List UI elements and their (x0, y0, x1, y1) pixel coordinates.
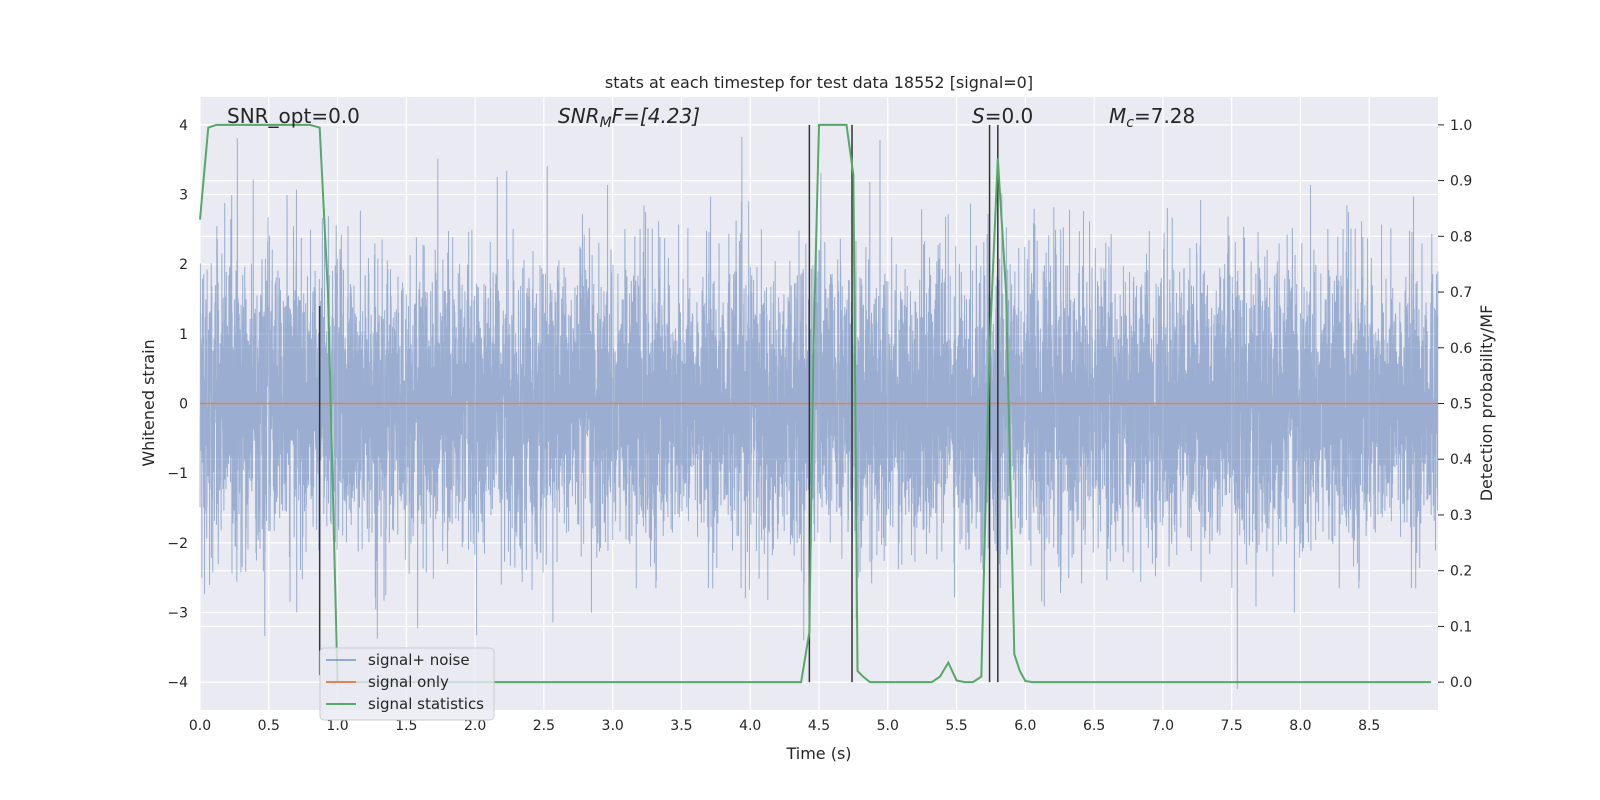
x-tick-label: 1.0 (326, 718, 348, 734)
series-signal-noise (199, 137, 1439, 690)
legend-label-signal-only: signal only (368, 673, 449, 691)
y2-tick-label: 0.8 (1450, 229, 1472, 245)
signal-statistics-line (199, 123, 1432, 684)
x-tick-label: 4.5 (808, 718, 830, 734)
x-tick-label: 6.0 (1014, 718, 1036, 734)
legend-label-signal-noise: signal+ noise (368, 651, 470, 669)
y2-tick-label: 0.6 (1450, 341, 1472, 357)
x-tick-label: 7.5 (1221, 718, 1243, 734)
annotation-s: S=0.0 (972, 104, 1033, 128)
y2-tick-label: 0.4 (1450, 452, 1472, 468)
y-tick-label: −2 (167, 536, 188, 552)
x-tick-label: 0.0 (189, 718, 211, 734)
axis-ticks: 0.0 0.5 1.0 1.5 2.0 2.5 3.0 3.5 4.0 4.5 5.0 5.5 6.0 6… (167, 118, 1472, 734)
x-tick-label: 7.0 (1152, 718, 1174, 734)
x-tick-label: 1.5 (395, 718, 417, 734)
x-tick-label: 2.0 (464, 718, 486, 734)
y2-tick-label: 0.9 (1450, 174, 1472, 190)
y-tick-label: 1 (179, 327, 188, 343)
x-tick-label: 5.0 (877, 718, 899, 734)
y2-tick-label: 0.7 (1450, 285, 1472, 301)
y-tick-label: −1 (167, 466, 188, 482)
y-tick-label: 3 (179, 188, 188, 204)
y-tick-label: 2 (179, 257, 188, 273)
x-tick-label: 4.0 (739, 718, 761, 734)
x-tick-label: 3.5 (670, 718, 692, 734)
y-tick-label: −3 (167, 605, 188, 621)
x-axis-label: Time (s) (785, 744, 851, 763)
x-tick-label: 5.5 (945, 718, 967, 734)
y2-tick-label: 0.0 (1450, 675, 1472, 691)
y2-tick-label: 0.2 (1450, 564, 1472, 580)
annotation-mc: Mc=7.28 (1109, 104, 1195, 131)
annotation-snr-mf: SNRMF=[4.23] (558, 104, 700, 131)
y-tick-label: 4 (179, 118, 188, 134)
y2-tick-label: 0.3 (1450, 508, 1472, 524)
x-tick-label: 6.5 (1083, 718, 1105, 734)
y2-tick-label: 1.0 (1450, 118, 1472, 134)
y2-tick-label: 0.1 (1450, 619, 1472, 635)
legend-label-signal-statistics: signal statistics (368, 695, 484, 713)
y2-axis-label: Detection probability/MF (1477, 305, 1496, 502)
legend: signal+ noise signal only signal statist… (319, 647, 495, 721)
annotation-snr-opt: SNR_opt=0.0 (227, 104, 360, 128)
legend-box (319, 647, 495, 721)
chart-title: stats at each timestep for test data 185… (605, 73, 1033, 92)
signal-noise-line (199, 137, 1439, 690)
y-tick-label: 0 (179, 397, 188, 413)
y2-tick-label: 0.5 (1450, 397, 1472, 413)
x-tick-label: 2.5 (533, 718, 555, 734)
y-axis-label: Whitened strain (139, 339, 158, 466)
x-tick-label: 0.5 (258, 718, 280, 734)
y-tick-label: −4 (167, 675, 188, 691)
x-tick-label: 3.0 (602, 718, 624, 734)
series-lines (199, 123, 1438, 684)
x-tick-label: 8.0 (1289, 718, 1311, 734)
x-tick-label: 8.5 (1358, 718, 1380, 734)
